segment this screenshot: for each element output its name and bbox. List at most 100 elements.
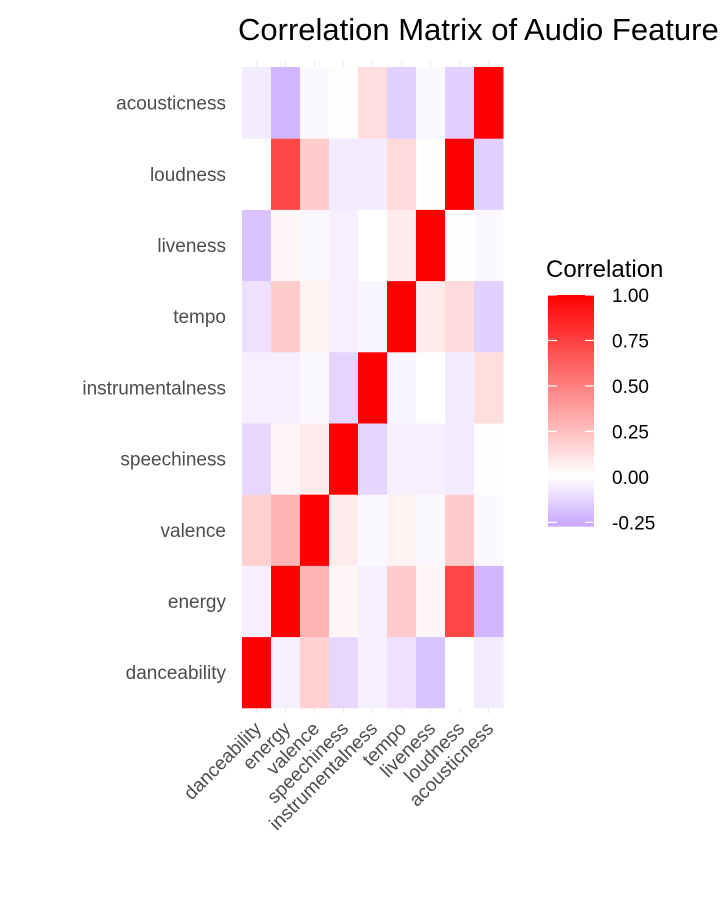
heatmap-cell-energy-loudness: [445, 565, 475, 638]
legend-color-step: [548, 410, 594, 415]
legend-color-step: [548, 499, 594, 504]
legend-color-step: [548, 395, 594, 400]
legend-color-step: [548, 348, 594, 354]
heatmap-cell-danceability-instrumentalness: [358, 636, 388, 709]
heatmap-cell-acousticness-instrumentalness: [358, 67, 388, 139]
heatmap-cell-liveness-tempo: [387, 209, 417, 282]
heatmap-cell-loudness-speechiness: [329, 138, 359, 210]
heatmap-cell-speechiness-energy: [271, 423, 301, 495]
heatmap-cell-instrumentalness-danceability: [242, 351, 272, 424]
heatmap-cell-danceability-speechiness: [329, 636, 359, 709]
legend-color-step: [548, 522, 594, 527]
heatmap-cell-liveness-instrumentalness: [358, 209, 388, 282]
legend-color-step: [548, 295, 594, 300]
heatmap-cell-danceability-acousticness: [474, 636, 504, 709]
heatmap-cell-liveness-liveness: [416, 209, 446, 282]
heatmap-cell-instrumentalness-liveness: [416, 351, 446, 424]
legend-color-step: [548, 479, 594, 485]
heatmap-cell-speechiness-acousticness: [474, 423, 504, 495]
legend-color-step: [548, 321, 594, 327]
chart-title: Correlation Matrix of Audio Features: [238, 12, 720, 47]
legend-color-step: [548, 422, 594, 427]
heatmap-cell-liveness-loudness: [445, 209, 475, 282]
heatmap-cell-instrumentalness-speechiness: [329, 351, 359, 424]
heatmap-cell-tempo-instrumentalness: [358, 280, 388, 353]
heatmap-cell-loudness-danceability: [242, 138, 272, 210]
heatmap-cell-danceability-energy: [271, 636, 301, 709]
heatmap-cell-loudness-energy: [271, 138, 301, 210]
y-tick-label-instrumentalness: instrumentalness: [82, 378, 226, 399]
heatmap-cell-danceability-liveness: [416, 636, 446, 709]
legend-color-step: [548, 491, 594, 496]
heatmap-cell-valence-tempo: [387, 494, 417, 566]
legend-color-step: [548, 314, 594, 319]
heatmap-cells: [242, 61, 504, 714]
legend-color-step: [548, 391, 594, 396]
heatmap-cell-speechiness-liveness: [416, 423, 446, 495]
heatmap-cell-valence-loudness: [445, 494, 475, 566]
legend-color-step: [548, 337, 594, 342]
legend-tick-label: -0.25: [612, 513, 655, 534]
legend-color-step: [548, 514, 594, 519]
heatmap-cell-valence-instrumentalness: [358, 494, 388, 566]
heatmap-cell-energy-instrumentalness: [358, 565, 388, 638]
legend-tick-label: 0.75: [612, 331, 649, 352]
heatmap-cell-energy-speechiness: [329, 565, 359, 638]
heatmap-cell-danceability-loudness: [445, 636, 475, 709]
legend-color-step: [548, 387, 594, 392]
legend-color-step: [548, 402, 594, 408]
legend-color-step: [548, 445, 594, 450]
y-tick-label-loudness: loudness: [150, 165, 226, 186]
heatmap-cell-liveness-acousticness: [474, 209, 504, 282]
y-tick-label-energy: energy: [168, 592, 227, 613]
legend-color-step: [548, 510, 594, 516]
heatmap-cell-speechiness-loudness: [445, 423, 475, 495]
legend-color-step: [548, 414, 594, 419]
heatmap-cell-energy-liveness: [416, 565, 446, 638]
heatmap-cell-valence-danceability: [242, 494, 272, 566]
legend-color-step: [548, 318, 594, 323]
legend-tick-label: 1.00: [612, 286, 649, 307]
legend-color-step: [548, 375, 594, 381]
heatmap-cell-acousticness-tempo: [387, 67, 417, 139]
legend-color-step: [548, 310, 594, 315]
y-tick-label-danceability: danceability: [126, 663, 227, 684]
heatmap-cell-acousticness-danceability: [242, 67, 272, 139]
legend-color-step: [548, 495, 594, 500]
heatmap-cell-instrumentalness-tempo: [387, 351, 417, 424]
legend: Correlation 1.00 0.75 0.50 0.25 0.00 -0.25: [546, 256, 663, 534]
legend-color-step: [548, 364, 594, 369]
heatmap-cell-loudness-instrumentalness: [358, 138, 388, 210]
heatmap-cell-tempo-danceability: [242, 280, 272, 353]
legend-color-step: [548, 298, 594, 304]
heatmap-cell-energy-danceability: [242, 565, 272, 638]
heatmap-cell-instrumentalness-valence: [300, 351, 330, 424]
heatmap-cell-loudness-tempo: [387, 138, 417, 210]
heatmap-cell-speechiness-valence: [300, 423, 330, 495]
legend-color-step: [548, 472, 594, 477]
heatmap-cell-acousticness-liveness: [416, 67, 446, 139]
heatmap-cell-valence-liveness: [416, 494, 446, 566]
legend-color-step: [548, 418, 594, 423]
heatmap-cell-loudness-valence: [300, 138, 330, 210]
legend-tick-label: 0.50: [612, 377, 649, 398]
heatmap-cell-danceability-danceability: [242, 636, 272, 709]
heatmap-cell-loudness-loudness: [445, 138, 475, 210]
heatmap-cell-loudness-acousticness: [474, 138, 504, 210]
heatmap-cell-valence-energy: [271, 494, 301, 566]
legend-color-step: [548, 456, 594, 462]
legend-color-step: [548, 502, 594, 508]
heatmap-cell-energy-energy: [271, 565, 301, 638]
legend-colorbar: [548, 295, 594, 527]
heatmap-cell-speechiness-danceability: [242, 423, 272, 495]
legend-color-step: [548, 437, 594, 442]
y-tick-label-speechiness: speechiness: [120, 450, 226, 471]
legend-color-step: [548, 460, 594, 465]
heatmap-cell-acousticness-acousticness: [474, 67, 504, 139]
heatmap-cell-instrumentalness-acousticness: [474, 351, 504, 424]
heatmap-cell-speechiness-speechiness: [329, 423, 359, 495]
heatmap-cell-tempo-acousticness: [474, 280, 504, 353]
heatmap-cell-tempo-speechiness: [329, 280, 359, 353]
legend-color-step: [548, 406, 594, 412]
heatmap-cell-instrumentalness-instrumentalness: [358, 351, 388, 424]
